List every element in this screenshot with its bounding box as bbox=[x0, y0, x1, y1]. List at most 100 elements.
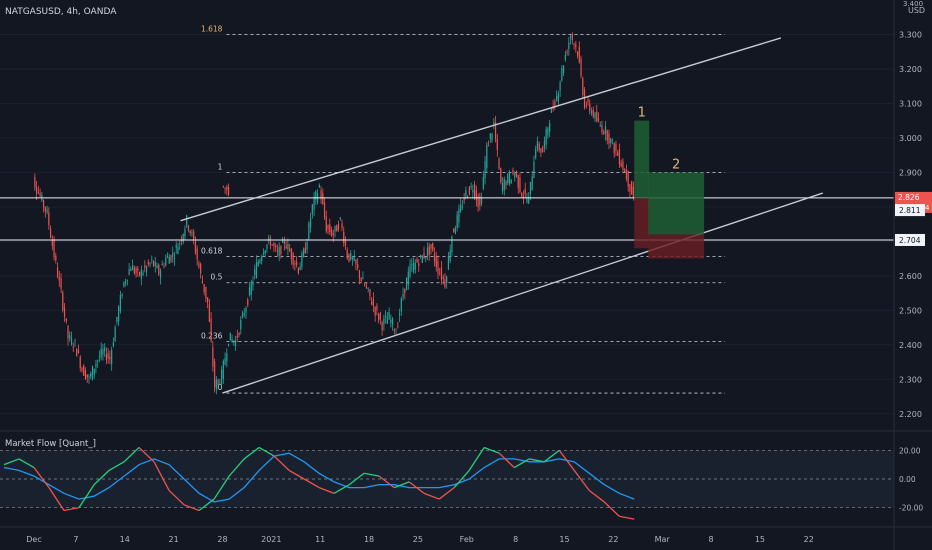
candle-body bbox=[353, 256, 355, 261]
indicator-fast-segment bbox=[423, 492, 440, 500]
candle-body bbox=[189, 230, 191, 234]
candle-body bbox=[214, 361, 216, 388]
time-tick-label: Mar bbox=[655, 535, 671, 544]
indicator-fast-segment bbox=[333, 484, 350, 494]
market-flow-indicator[interactable] bbox=[0, 446, 894, 520]
candle-body bbox=[166, 255, 169, 258]
candle-body bbox=[632, 186, 635, 199]
time-axis[interactable]: Dec 7 14 21 28 2021 11 18 25 Feb 8 15 22 Mar 8 15 22 bbox=[26, 535, 814, 544]
candle-body bbox=[404, 288, 406, 293]
candle-body bbox=[222, 186, 224, 188]
indicator-fast-segment bbox=[33, 467, 50, 488]
candle-body bbox=[444, 279, 446, 288]
candle-body bbox=[90, 373, 92, 377]
candle-body bbox=[207, 297, 209, 303]
candle-body bbox=[585, 105, 587, 107]
candle-body bbox=[341, 223, 343, 228]
indicator-fast-segment bbox=[258, 446, 275, 457]
candle-body bbox=[535, 149, 537, 158]
price-axis[interactable]: 2.2002.3002.4002.5002.6002.7002.8002.900… bbox=[895, 0, 932, 419]
candle-body bbox=[255, 262, 258, 278]
candle-body bbox=[468, 186, 470, 195]
candle-body bbox=[114, 327, 116, 342]
candle-body bbox=[208, 304, 210, 322]
candle-body bbox=[128, 269, 130, 275]
candle-body bbox=[596, 111, 598, 122]
candle-body bbox=[569, 36, 572, 38]
candle-body bbox=[303, 248, 305, 257]
candle-body bbox=[299, 266, 301, 271]
candle-body bbox=[428, 246, 430, 255]
candle-body bbox=[95, 363, 97, 368]
candle-body bbox=[37, 192, 39, 194]
candle-body bbox=[360, 278, 362, 282]
candle-body bbox=[135, 267, 137, 274]
candle-body bbox=[487, 145, 490, 147]
candle-body bbox=[322, 193, 324, 205]
candle-body bbox=[561, 67, 563, 81]
candle-body bbox=[210, 318, 212, 342]
candle-body bbox=[151, 259, 153, 260]
time-tick-label: 8 bbox=[513, 535, 518, 544]
candle-body bbox=[184, 228, 186, 237]
candle-body bbox=[318, 185, 320, 187]
candle-body bbox=[426, 248, 429, 257]
indicator-fast-segment bbox=[408, 481, 425, 494]
candle-body bbox=[519, 177, 521, 193]
candle-body bbox=[323, 202, 326, 218]
fib-level-label: 1 bbox=[218, 162, 223, 171]
candle-body bbox=[351, 257, 354, 259]
candle-body bbox=[550, 108, 552, 113]
candle-body bbox=[269, 241, 272, 246]
candle-body bbox=[489, 133, 491, 139]
candle-body bbox=[388, 312, 390, 320]
candle-body bbox=[618, 149, 621, 165]
candle-body bbox=[547, 127, 549, 136]
candle-body bbox=[344, 241, 347, 247]
grid bbox=[0, 33, 894, 415]
indicator-axis[interactable]: 20.00 0.00 -20.00 bbox=[899, 446, 923, 512]
candle-body bbox=[72, 347, 74, 348]
candle-body bbox=[79, 356, 81, 369]
candle-body bbox=[156, 265, 158, 268]
candle-body bbox=[571, 34, 573, 41]
indicator-title: Market Flow [Quant_] bbox=[5, 439, 96, 449]
candle-body bbox=[165, 258, 167, 266]
price-tick-label: 2.200 bbox=[899, 410, 922, 419]
candle-body bbox=[505, 181, 507, 186]
candle-body bbox=[407, 271, 409, 285]
candle-body bbox=[112, 342, 114, 347]
candle-body bbox=[494, 122, 497, 139]
time-tick-label: 7 bbox=[73, 535, 78, 544]
candle-body bbox=[74, 340, 76, 342]
candle-body bbox=[325, 216, 327, 232]
candle-body bbox=[60, 278, 62, 289]
indicator-fast-segment bbox=[153, 461, 170, 491]
channel-upper-line bbox=[180, 37, 782, 222]
candle-body bbox=[100, 348, 102, 358]
candle-body bbox=[36, 187, 38, 194]
candle-body bbox=[432, 243, 434, 251]
candle-body bbox=[55, 255, 57, 261]
candle-body bbox=[467, 196, 469, 199]
candle-body bbox=[423, 253, 425, 259]
candle-body bbox=[83, 365, 85, 376]
candle-body bbox=[419, 254, 422, 256]
candle-body bbox=[107, 353, 109, 359]
trend-channel[interactable] bbox=[180, 37, 823, 394]
price-tag bbox=[895, 204, 925, 217]
candle-body bbox=[296, 261, 298, 266]
price-tick-label: 2.300 bbox=[899, 375, 922, 384]
candle-body bbox=[224, 358, 226, 365]
position-tools[interactable]: 12 bbox=[634, 106, 705, 259]
candle-body bbox=[311, 204, 313, 214]
horizontal-levels[interactable] bbox=[0, 197, 894, 241]
candle-body bbox=[273, 243, 275, 247]
candle-body bbox=[219, 382, 221, 384]
candle-body bbox=[163, 265, 165, 267]
candle-body bbox=[357, 264, 359, 268]
candle-body bbox=[482, 177, 484, 189]
candle-body bbox=[470, 185, 472, 187]
time-tick-label: 22 bbox=[608, 535, 618, 544]
